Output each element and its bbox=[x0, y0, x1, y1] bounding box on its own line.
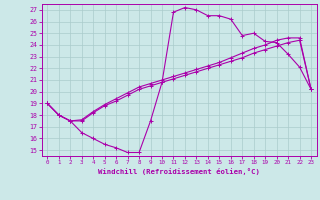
X-axis label: Windchill (Refroidissement éolien,°C): Windchill (Refroidissement éolien,°C) bbox=[98, 168, 260, 175]
